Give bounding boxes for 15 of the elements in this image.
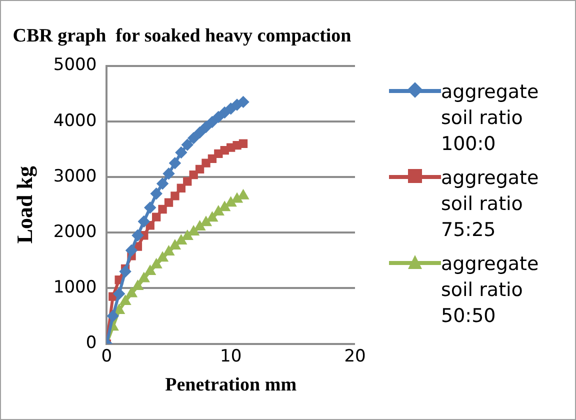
legend-label: aggregate soil ratio 75:25 [441,166,540,243]
y-tick-label: 0 [86,333,97,354]
y-tick-label: 2000 [53,222,97,242]
x-tick-label: 0 [101,346,112,366]
x-tick-label: 10 [220,346,242,366]
y-tick-label: 1000 [53,278,97,298]
chart-title: CBR graph for soaked heavy compaction [12,25,352,46]
legend-label: aggregate soil ratio 100:0 [441,80,540,157]
x-tick-label: 20 [344,346,366,366]
y-tick-label: 5000 [53,55,97,76]
y-axis-title: Load kg [12,166,37,244]
y-tick-label: 3000 [53,166,97,186]
y-tick-label: 4000 [53,110,97,131]
legend-label: aggregate soil ratio 50:50 [441,252,540,329]
x-axis-title: Penetration mm [165,374,297,396]
